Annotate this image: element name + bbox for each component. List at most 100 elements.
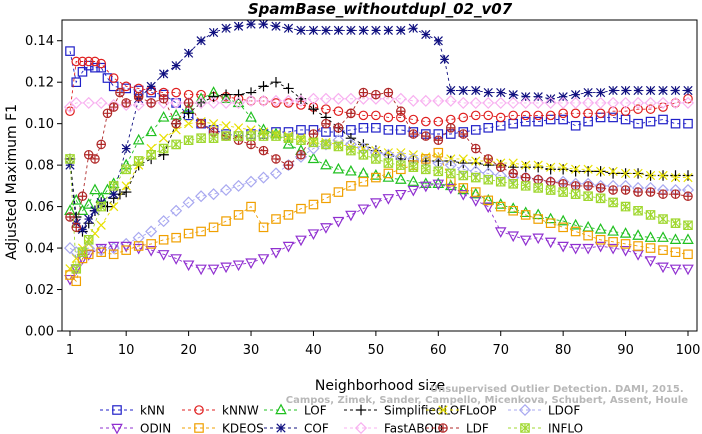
data-point [421, 29, 431, 40]
data-point [483, 174, 494, 185]
data-point [508, 168, 519, 179]
series-INFLO [65, 131, 693, 274]
data-point [102, 108, 113, 119]
data-point [246, 131, 256, 141]
data-point [408, 162, 419, 173]
data-point [408, 114, 419, 125]
data-point [220, 92, 232, 103]
data-point [546, 162, 556, 172]
data-point [432, 177, 445, 188]
data-point [383, 112, 394, 123]
x-tick-label: 70 [492, 343, 509, 358]
data-point [558, 162, 568, 172]
x-tick-label: 40 [305, 343, 322, 358]
data-point [182, 260, 195, 272]
data-point [65, 46, 75, 56]
data-point [445, 155, 456, 167]
data-point [669, 233, 682, 244]
data-point [645, 104, 656, 114]
data-point [520, 110, 531, 121]
data-point [332, 162, 345, 174]
legend-marker [438, 423, 448, 433]
data-point [132, 231, 145, 244]
data-point [395, 173, 407, 184]
data-point [532, 208, 544, 220]
data-point [232, 96, 245, 109]
series-line [69, 81, 688, 233]
series-ODIN [64, 179, 694, 286]
data-point [96, 62, 107, 73]
data-point [271, 21, 281, 31]
data-point [683, 191, 693, 202]
data-point [645, 210, 656, 220]
data-point [132, 243, 145, 255]
data-point [233, 123, 244, 133]
data-point [494, 198, 507, 209]
data-point [494, 96, 507, 109]
legend-entry-LoOP: LoOP [426, 404, 497, 418]
data-point [583, 116, 593, 127]
data-point [644, 231, 657, 242]
y-axis-label: Adjusted Maximum F1 [4, 104, 20, 260]
data-point [570, 181, 581, 191]
data-point [670, 170, 681, 181]
data-point [183, 108, 194, 119]
data-point [520, 116, 531, 127]
series-LDF [65, 87, 693, 233]
data-point [533, 160, 543, 170]
data-point [146, 239, 156, 249]
data-point [620, 168, 631, 179]
data-point [257, 94, 270, 107]
data-point [644, 256, 657, 267]
legend-label: INFLO [548, 422, 583, 434]
data-point [109, 201, 119, 212]
data-point [283, 160, 294, 170]
data-point [171, 232, 181, 243]
data-point [170, 96, 183, 109]
plot-frame [61, 19, 698, 332]
data-point [433, 166, 444, 177]
data-point [682, 264, 694, 276]
data-point [358, 110, 369, 121]
data-point [407, 94, 420, 107]
data-point [382, 194, 395, 205]
data-point [358, 149, 369, 160]
data-point [507, 231, 520, 243]
data-point [408, 150, 418, 160]
x-tick-label: 30 [243, 343, 260, 358]
legend-marker [438, 405, 448, 415]
data-point [171, 139, 181, 150]
data-point [482, 96, 495, 109]
data-point [90, 206, 100, 216]
data-point [583, 164, 593, 174]
data-point [445, 123, 456, 133]
data-point [65, 212, 75, 222]
data-point [595, 166, 606, 176]
data-point [507, 202, 520, 213]
data-point [108, 249, 119, 260]
data-point [633, 187, 643, 197]
data-point [421, 152, 431, 162]
data-point [258, 19, 269, 29]
data-point [570, 120, 581, 131]
data-point [569, 243, 582, 255]
data-point [220, 96, 233, 109]
data-point [607, 243, 619, 255]
data-point [532, 162, 544, 173]
data-point [244, 175, 258, 188]
data-point [83, 56, 94, 67]
data-point [96, 220, 106, 230]
legend-label: COF [304, 422, 329, 434]
data-point [444, 183, 457, 195]
y-tick-label: 0.08 [25, 159, 54, 174]
data-point [682, 170, 694, 181]
data-point [245, 258, 257, 270]
data-point [344, 92, 357, 105]
data-point [619, 96, 632, 109]
data-point [83, 149, 94, 160]
legend-entry-LDF: LDF [426, 422, 489, 434]
data-point [683, 118, 693, 129]
data-point [158, 143, 169, 154]
data-point [382, 171, 395, 182]
data-point [270, 248, 282, 259]
